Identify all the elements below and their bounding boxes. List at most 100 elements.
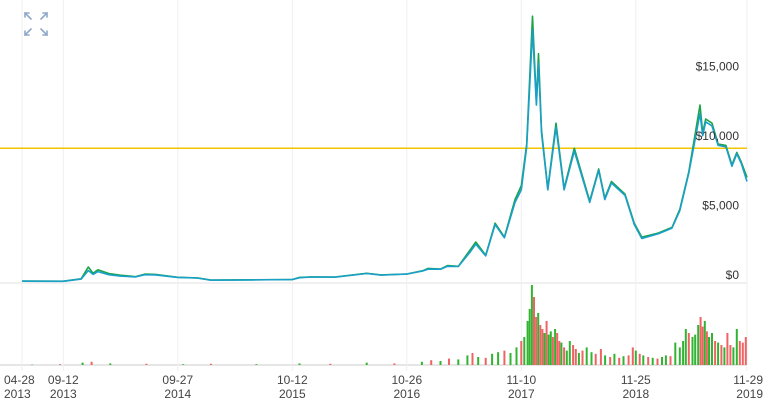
volume-bar [631, 347, 634, 365]
y-tick-label: $5,000 [702, 199, 739, 213]
y-tick-label: $15,000 [696, 60, 740, 74]
volume-bar [651, 357, 654, 365]
volume-bar [549, 331, 552, 365]
volume-bar [59, 364, 61, 365]
volume-bar [420, 361, 423, 365]
volume-bar [109, 363, 112, 365]
volume-bar [541, 329, 544, 365]
volume-bar [741, 342, 744, 365]
volume-bar [497, 352, 500, 365]
volume-bar [439, 361, 442, 365]
volume-bar [572, 345, 575, 365]
volume-bar [703, 321, 706, 365]
x-tick-year: 2017 [508, 387, 535, 401]
x-tick-year: 2013 [50, 387, 77, 401]
volume-bar [329, 363, 332, 365]
volume-bar [560, 342, 563, 365]
volume-bar [182, 364, 185, 365]
volume-bar [678, 347, 681, 365]
volume-bar [509, 353, 512, 365]
x-tick-year: 2014 [164, 387, 191, 401]
volume-bar [618, 357, 621, 365]
volume-bar [708, 337, 710, 365]
y-tick-label: $10,000 [696, 129, 740, 143]
volume-bar [31, 364, 34, 366]
volume-bar [732, 347, 735, 365]
y-axis: $0 $5,000 $10,000 $15,000 [696, 60, 740, 282]
volume-bar [556, 333, 559, 365]
x-tick-year: 2018 [622, 387, 649, 401]
volume-bar [457, 359, 460, 365]
volume-bar [581, 350, 584, 365]
volume-bar [604, 355, 607, 365]
volume-bar [577, 353, 580, 365]
volume-bar [558, 341, 561, 365]
volume-bar [642, 355, 645, 365]
volume-bar [726, 333, 729, 365]
volume-bar [565, 350, 568, 365]
volume-bar [744, 337, 747, 365]
volume-bar [684, 329, 687, 365]
volume-bar [145, 363, 148, 365]
volume-bar [656, 358, 659, 365]
volume-bar [699, 317, 702, 365]
volume-bar [682, 341, 685, 365]
volume-bar [574, 349, 577, 365]
volume-bar [705, 331, 708, 365]
volume-bar [563, 347, 566, 365]
volume-bar [599, 349, 602, 365]
x-tick-date: 04-28 [4, 373, 35, 387]
volume-bar [661, 357, 663, 365]
volume-bar [393, 363, 396, 365]
volume-bar [430, 360, 433, 365]
x-tick-date: 11-10 [506, 373, 536, 387]
volume-bar [627, 355, 630, 365]
volume-bar [365, 362, 368, 365]
volume-bar [551, 337, 554, 365]
x-tick-date: 11-29 [733, 373, 763, 387]
volume-bar [638, 353, 641, 365]
expand-arrows-icon[interactable] [22, 10, 50, 38]
volume-bar [720, 345, 723, 365]
volume-bars-layer [31, 285, 747, 366]
volume-bar [537, 313, 540, 365]
volume-bar [711, 333, 713, 365]
volume-bar [701, 326, 704, 365]
volume-bar [585, 347, 588, 365]
volume-bar [535, 317, 538, 365]
volume-bar [471, 353, 474, 365]
gridlines [0, 0, 748, 371]
volume-bar [694, 334, 697, 365]
volume-bar [448, 358, 450, 365]
volume-bar [90, 361, 93, 365]
volume-bar [609, 357, 612, 365]
volume-bar [528, 309, 531, 365]
volume-bar [729, 345, 732, 365]
x-tick-date: 11-25 [621, 373, 651, 387]
volume-bar [669, 356, 672, 365]
x-tick-date: 09-12 [48, 373, 79, 387]
volume-bar [594, 353, 597, 365]
volume-bar [647, 357, 650, 365]
volume-bar [590, 352, 593, 365]
volume-bar [717, 342, 720, 365]
x-tick-year: 2013 [4, 387, 31, 401]
volume-bar [526, 321, 529, 365]
volume-bar [545, 321, 548, 365]
y-tick-label: $0 [726, 268, 740, 282]
volume-bar [691, 337, 694, 365]
volume-bar [543, 333, 546, 365]
x-tick-date: 10-26 [391, 373, 422, 387]
x-tick-year: 2019 [736, 387, 763, 401]
x-tick-date: 10-12 [277, 373, 308, 387]
volume-bar [738, 341, 741, 365]
